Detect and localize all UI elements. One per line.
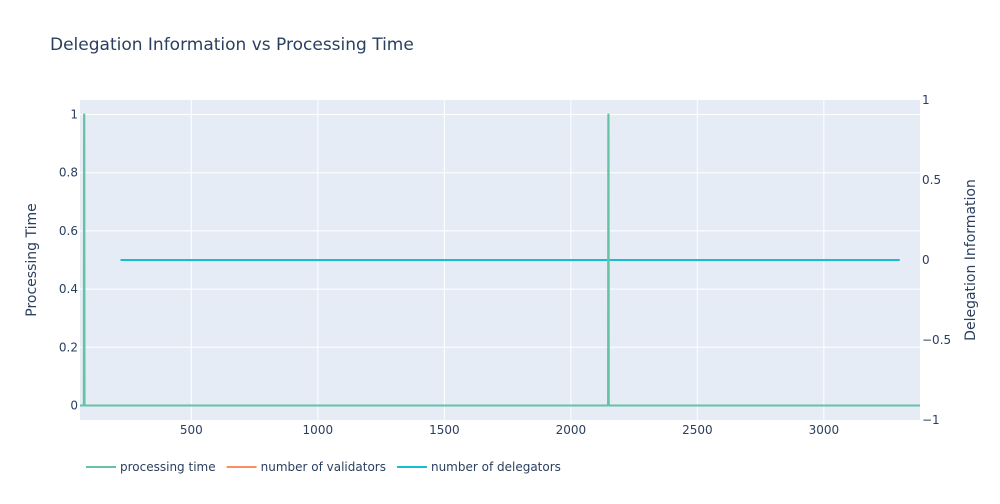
series-layer [80, 113, 920, 407]
y-tick-label: 1 [70, 108, 78, 122]
y2-tick-label: 0.5 [922, 173, 941, 187]
x-tick-label: 500 [180, 423, 203, 437]
y-tick-label: 0.2 [59, 340, 78, 354]
x-axis-ticks: 500 1000 1500 2000 2500 3000 [180, 423, 839, 437]
x-tick-label: 3000 [809, 423, 840, 437]
y2-tick-label: −1 [922, 413, 940, 427]
y2-tick-label: 0 [922, 253, 930, 267]
legend-item[interactable]: number of delegators [396, 460, 561, 474]
legend[interactable]: processing time number of validators numbe… [86, 460, 561, 474]
x-tick-label: 1000 [303, 423, 334, 437]
legend-item[interactable]: number of validators [226, 460, 386, 474]
y-tick-label: 0.4 [59, 282, 78, 296]
legend-label: number of delegators [431, 460, 561, 474]
x-tick-label: 2500 [682, 423, 713, 437]
y-tick-label: 0 [70, 398, 78, 412]
legend-item[interactable]: processing time [86, 460, 216, 474]
legend-label: number of validators [261, 460, 386, 474]
legend-label: processing time [120, 460, 216, 474]
y2-tick-label: 1 [922, 93, 930, 107]
y2-axis-title: Delegation Information [963, 179, 979, 341]
x-tick-label: 2000 [556, 423, 587, 437]
y2-axis-ticks: −1 −0.5 0 0.5 1 [922, 93, 951, 427]
chart-title: Delegation Information vs Processing Tim… [50, 35, 414, 55]
series-line-processing-time[interactable] [80, 113, 920, 407]
y-axis-ticks: 0 0.2 0.4 0.6 0.8 1 [59, 108, 78, 413]
y-axis-title: Processing Time [24, 203, 40, 316]
x-tick-label: 1500 [429, 423, 460, 437]
y2-tick-label: −0.5 [922, 333, 951, 347]
y-tick-label: 0.6 [59, 224, 78, 238]
y-tick-label: 0.8 [59, 166, 78, 180]
